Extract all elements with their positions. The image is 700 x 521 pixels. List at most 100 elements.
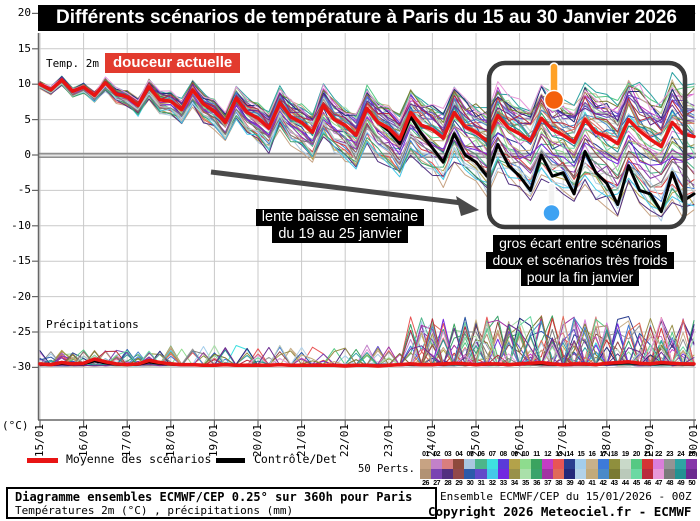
mean-temp-line <box>38 78 696 149</box>
perturbation-color-legend: 01 02 03 04 05 06 07 08 09 10 11 12 13 14 15 16 17 18 19 20… <box>420 450 698 488</box>
temp-member-line <box>39 84 695 218</box>
pert-color-swatch <box>442 459 454 469</box>
pert-color-swatch <box>686 459 698 469</box>
pert-number: 40 <box>577 480 585 487</box>
pert-number: 08 <box>499 451 507 458</box>
y-axis-tick-label: 20 <box>17 6 31 19</box>
page-title: Différents scénarios de température à Pa… <box>38 5 695 31</box>
pert-number: 47 <box>655 480 662 487</box>
pert-color-swatch <box>664 459 676 469</box>
pert-number: 41 <box>588 480 596 487</box>
pert-color-swatch <box>564 459 576 469</box>
annotation-large-spread: gros écart entre scénarios doux et scéna… <box>478 235 682 286</box>
pert-color-swatch <box>575 469 587 479</box>
pert-color-swatch <box>652 469 665 479</box>
pert-number: 22 <box>655 451 662 458</box>
pert-number: 46 <box>644 480 651 487</box>
pert-number: 23 <box>666 451 673 458</box>
pert-number: 32 <box>488 480 496 487</box>
pert-number: 33 <box>499 480 507 487</box>
pert-number: 19 <box>621 451 629 458</box>
diagram-info-title: Diagramme ensembles ECMWF/CEP 0.25° sur … <box>15 490 413 504</box>
pert-color-swatch <box>519 469 531 479</box>
y-axis-tick-label: 5 <box>24 113 31 126</box>
pert-number: 07 <box>488 451 496 458</box>
pert-number: 05 <box>466 451 474 458</box>
pert-number: 36 <box>533 480 540 487</box>
pert-number: 02 <box>433 451 441 458</box>
model-run-label: Ensemble ECMWF/CEP du 15/01/2026 - 00Z <box>440 490 692 503</box>
annotation-line: pour la fin janvier <box>520 269 640 286</box>
y-axis-tick-label: -20 <box>11 290 31 303</box>
pert-color-swatch <box>431 459 443 469</box>
y-axis-tick-label: 0 <box>24 148 31 161</box>
pert-numbers-bottom-row: 26 27 28 29 30 31 32 33 34 35 36 37 38 39 40 41 42 43 44 45… <box>420 479 698 488</box>
legend-mean-line-swatch <box>27 458 58 463</box>
pert-color-swatch <box>553 469 565 479</box>
perturbations-count-label: 50 Perts. <box>358 463 415 475</box>
pert-color-swatch <box>641 459 653 469</box>
pert-number: 14 <box>566 451 574 458</box>
trend-arrow-head-icon <box>456 196 479 216</box>
temp-2m-label: Temp. 2m <box>46 57 99 70</box>
highlight-box <box>486 60 688 230</box>
pert-color-swatch <box>675 459 687 469</box>
pert-color-swatch <box>630 459 642 469</box>
temp-member-line <box>39 79 695 134</box>
pert-number: 15 <box>577 451 585 458</box>
pert-number: 04 <box>455 451 463 458</box>
temp-member-line <box>39 83 695 200</box>
precip-member-line <box>39 330 695 367</box>
pert-color-swatch <box>486 459 498 469</box>
pert-number: 11 <box>533 451 540 458</box>
pert-color-swatch <box>442 469 454 479</box>
pert-number: 28 <box>444 480 452 487</box>
pert-color-swatch <box>675 469 687 479</box>
legend-mean-label: Moyenne des scénarios <box>66 452 212 466</box>
pert-swatch-row-1 <box>420 459 698 469</box>
pert-number: 06 <box>477 451 485 458</box>
pert-number: 42 <box>599 480 607 487</box>
x-axis-date-label: 22/01 <box>338 424 351 458</box>
pert-color-swatch <box>652 459 665 469</box>
x-axis-date-label: 15/01 <box>33 424 46 458</box>
y-axis-tick-label: -15 <box>11 254 31 267</box>
pert-color-swatch <box>542 469 554 479</box>
precipitation-section-label: Précipitations <box>46 318 139 331</box>
pert-color-swatch <box>564 469 576 479</box>
pert-color-swatch <box>686 469 698 479</box>
pert-number: 34 <box>510 480 518 487</box>
pert-color-swatch <box>464 469 476 479</box>
pert-numbers-top-row: 01 02 03 04 05 06 07 08 09 10 11 12 13 14 15 16 17 18 19 20… <box>420 450 698 459</box>
pert-color-swatch <box>453 469 465 479</box>
mean-precip-line <box>38 357 696 368</box>
pert-color-swatch <box>597 469 609 479</box>
pert-color-swatch <box>475 459 487 469</box>
pert-color-swatch <box>431 469 443 479</box>
pert-color-swatch <box>619 469 631 479</box>
pert-number: 20 <box>632 451 640 458</box>
pert-color-swatch <box>619 459 631 469</box>
pert-color-swatch <box>608 459 620 469</box>
pert-number: 21 <box>644 451 651 458</box>
pert-number: 27 <box>433 480 441 487</box>
pert-number: 25 <box>688 451 696 458</box>
pert-color-swatch <box>508 459 520 469</box>
pert-color-swatch <box>641 469 653 479</box>
pert-color-swatch <box>420 459 432 469</box>
copyright-label: Copyright 2026 Meteociel.fr - ECMWF <box>428 504 692 519</box>
annotation-slow-decline: lente baisse en semaine du 19 au 25 janv… <box>250 209 430 243</box>
pert-number: 50 <box>688 480 696 487</box>
pert-number: 30 <box>466 480 474 487</box>
chart-annotations <box>210 60 688 230</box>
pert-color-swatch <box>530 469 543 479</box>
pert-number: 38 <box>555 480 563 487</box>
pert-number: 37 <box>544 480 551 487</box>
pert-color-swatch <box>553 459 565 469</box>
pert-color-swatch <box>608 469 620 479</box>
pert-number: 24 <box>677 451 685 458</box>
pert-number: 44 <box>621 480 629 487</box>
pert-number: 45 <box>632 480 640 487</box>
pert-color-swatch <box>497 469 509 479</box>
